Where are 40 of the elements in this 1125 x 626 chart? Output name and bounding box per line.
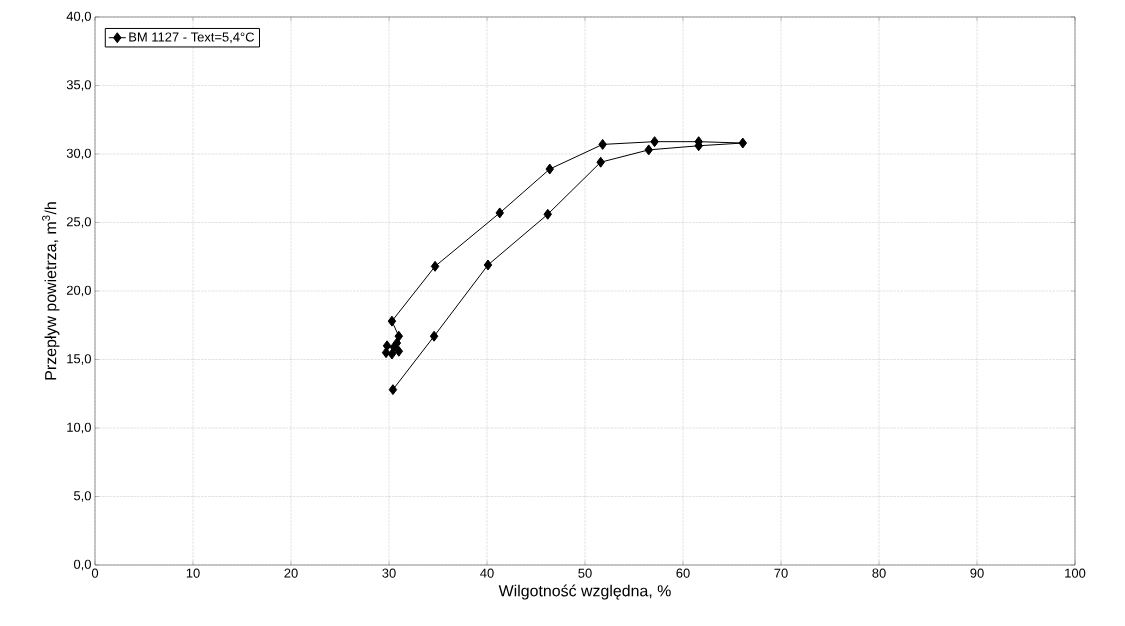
x-tick-label: 50 <box>578 568 592 578</box>
point <box>382 340 392 352</box>
x-tick-label: 30 <box>382 568 396 578</box>
point <box>429 330 439 342</box>
y-tick-label: 30,0 <box>66 148 91 160</box>
x-tick-label: 100 <box>1065 568 1086 578</box>
y-axis-title: Przepływ powietrza, m$^{3}$/h <box>42 202 60 380</box>
y-tick-label: 5,0 <box>73 491 91 502</box>
point <box>388 384 398 396</box>
point <box>598 138 607 150</box>
y-tick-label: 20,0 <box>66 285 91 297</box>
x-tick-label: 10 <box>186 568 200 578</box>
point <box>495 207 504 219</box>
x-axis-title: Wilgotność względna, % <box>498 584 671 600</box>
point <box>650 136 659 148</box>
x-tick-label: 0 <box>91 568 99 578</box>
x-tick-label: 80 <box>872 568 886 578</box>
point <box>430 260 440 272</box>
y-tick-label: 25,0 <box>66 217 91 228</box>
legend-label: BM 1127 - Text=5,4°C <box>129 32 255 44</box>
x-tick-label: 20 <box>284 568 298 578</box>
point <box>543 208 552 220</box>
point <box>394 345 404 357</box>
point <box>387 315 397 327</box>
point <box>644 144 653 156</box>
x-tick-label: 90 <box>970 568 984 578</box>
point <box>596 156 605 168</box>
y-tick-label: 15,0 <box>67 354 91 365</box>
x-tick-label: 40 <box>480 568 494 578</box>
y-tick-label: 10,0 <box>67 422 91 434</box>
point <box>394 330 404 342</box>
point <box>381 347 391 359</box>
y-tick-label: 0,0 <box>73 559 91 571</box>
point <box>483 259 493 271</box>
y-tick-label: 40,0 <box>66 11 91 23</box>
point <box>738 137 748 149</box>
x-tick-label: 60 <box>676 568 690 578</box>
point <box>545 163 554 175</box>
y-tick-label: 35,0 <box>66 80 91 91</box>
x-tick-label: 70 <box>774 568 788 578</box>
